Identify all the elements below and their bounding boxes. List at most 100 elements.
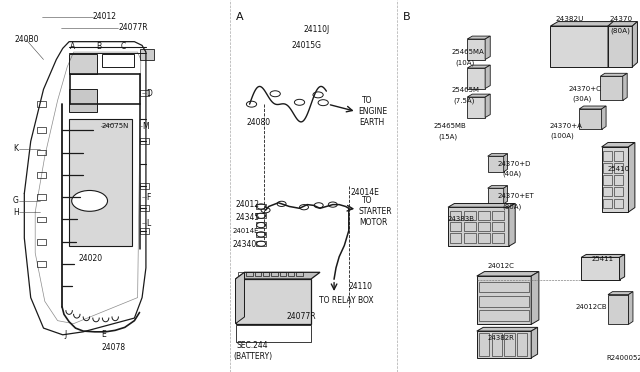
Text: A: A bbox=[236, 12, 243, 22]
Text: C: C bbox=[120, 42, 125, 51]
Bar bbox=[37, 217, 46, 222]
Circle shape bbox=[257, 232, 266, 237]
Bar bbox=[140, 205, 149, 211]
Circle shape bbox=[270, 91, 280, 97]
Bar bbox=[37, 172, 46, 178]
Bar bbox=[296, 272, 303, 276]
Text: B: B bbox=[403, 12, 411, 22]
Bar bbox=[37, 127, 46, 133]
Text: TO: TO bbox=[362, 96, 372, 105]
Text: A: A bbox=[70, 42, 76, 51]
Text: 24110J: 24110J bbox=[304, 25, 330, 34]
Text: 24077R: 24077R bbox=[287, 312, 316, 321]
Text: J: J bbox=[64, 330, 67, 339]
Bar bbox=[550, 26, 608, 67]
Bar bbox=[450, 222, 461, 231]
Bar bbox=[256, 222, 266, 228]
Text: (80A): (80A) bbox=[610, 27, 630, 34]
Text: MOTOR: MOTOR bbox=[360, 218, 388, 227]
Text: 24015G: 24015G bbox=[291, 41, 321, 50]
Polygon shape bbox=[608, 22, 637, 26]
Text: M: M bbox=[142, 122, 148, 131]
Text: F: F bbox=[146, 193, 150, 202]
Polygon shape bbox=[531, 272, 539, 324]
Bar bbox=[479, 333, 489, 356]
Text: 24014E: 24014E bbox=[233, 228, 259, 234]
Polygon shape bbox=[485, 94, 490, 118]
Text: 24382R: 24382R bbox=[488, 335, 515, 341]
Bar bbox=[477, 276, 531, 324]
Polygon shape bbox=[600, 73, 627, 76]
Polygon shape bbox=[467, 36, 490, 39]
Bar bbox=[37, 150, 46, 155]
Polygon shape bbox=[509, 203, 515, 246]
Circle shape bbox=[246, 101, 257, 107]
Polygon shape bbox=[602, 106, 606, 129]
Bar bbox=[602, 147, 628, 212]
Text: L: L bbox=[146, 219, 150, 228]
Bar bbox=[504, 333, 515, 356]
Bar bbox=[600, 76, 623, 100]
Text: 24078: 24078 bbox=[101, 343, 125, 352]
Bar bbox=[140, 90, 149, 96]
Bar bbox=[492, 333, 502, 356]
Text: B: B bbox=[96, 42, 101, 51]
Bar bbox=[614, 175, 623, 185]
Text: 240B0: 240B0 bbox=[14, 35, 38, 44]
Bar bbox=[69, 89, 97, 112]
Text: STARTER: STARTER bbox=[358, 207, 392, 216]
Text: D: D bbox=[146, 89, 152, 97]
Bar bbox=[140, 138, 149, 144]
Circle shape bbox=[313, 92, 323, 98]
Text: (40A): (40A) bbox=[502, 171, 522, 177]
Bar bbox=[256, 204, 266, 209]
Polygon shape bbox=[632, 22, 637, 67]
Bar bbox=[478, 211, 490, 220]
Text: 24370: 24370 bbox=[609, 16, 632, 22]
Polygon shape bbox=[602, 142, 635, 147]
Bar bbox=[492, 233, 504, 243]
Text: G: G bbox=[13, 196, 19, 205]
Text: 24110: 24110 bbox=[349, 282, 372, 291]
Bar bbox=[69, 54, 97, 74]
Bar bbox=[603, 163, 612, 173]
Polygon shape bbox=[620, 254, 625, 280]
Bar bbox=[603, 151, 612, 161]
Text: R2400052: R2400052 bbox=[607, 355, 640, 361]
Polygon shape bbox=[236, 272, 244, 324]
Bar bbox=[467, 97, 485, 118]
Text: SEC.244: SEC.244 bbox=[237, 341, 268, 350]
Bar bbox=[464, 222, 476, 231]
Polygon shape bbox=[485, 36, 490, 60]
Polygon shape bbox=[504, 154, 508, 172]
Text: 24012C: 24012C bbox=[488, 263, 515, 269]
Bar bbox=[140, 183, 149, 189]
Bar bbox=[271, 272, 278, 276]
Polygon shape bbox=[531, 327, 538, 358]
Bar bbox=[37, 239, 46, 245]
Bar bbox=[492, 222, 504, 231]
Circle shape bbox=[314, 203, 323, 208]
Bar bbox=[238, 272, 244, 276]
Circle shape bbox=[300, 205, 308, 210]
Polygon shape bbox=[581, 254, 625, 257]
Bar bbox=[488, 188, 504, 204]
Text: 24370+D: 24370+D bbox=[498, 161, 531, 167]
Polygon shape bbox=[477, 272, 539, 276]
Text: E: E bbox=[101, 330, 106, 339]
Text: (30A): (30A) bbox=[573, 96, 592, 102]
Bar bbox=[69, 119, 132, 246]
Bar bbox=[579, 109, 602, 129]
Text: (100A): (100A) bbox=[550, 133, 574, 140]
Bar bbox=[37, 194, 46, 200]
Bar bbox=[479, 282, 529, 292]
Polygon shape bbox=[628, 292, 633, 324]
Bar bbox=[603, 199, 612, 208]
Bar bbox=[448, 207, 509, 246]
Bar bbox=[479, 296, 529, 307]
Text: 24075N: 24075N bbox=[101, 124, 129, 129]
Polygon shape bbox=[448, 203, 515, 207]
Bar bbox=[614, 151, 623, 161]
Bar bbox=[467, 68, 485, 89]
Bar bbox=[464, 233, 476, 243]
